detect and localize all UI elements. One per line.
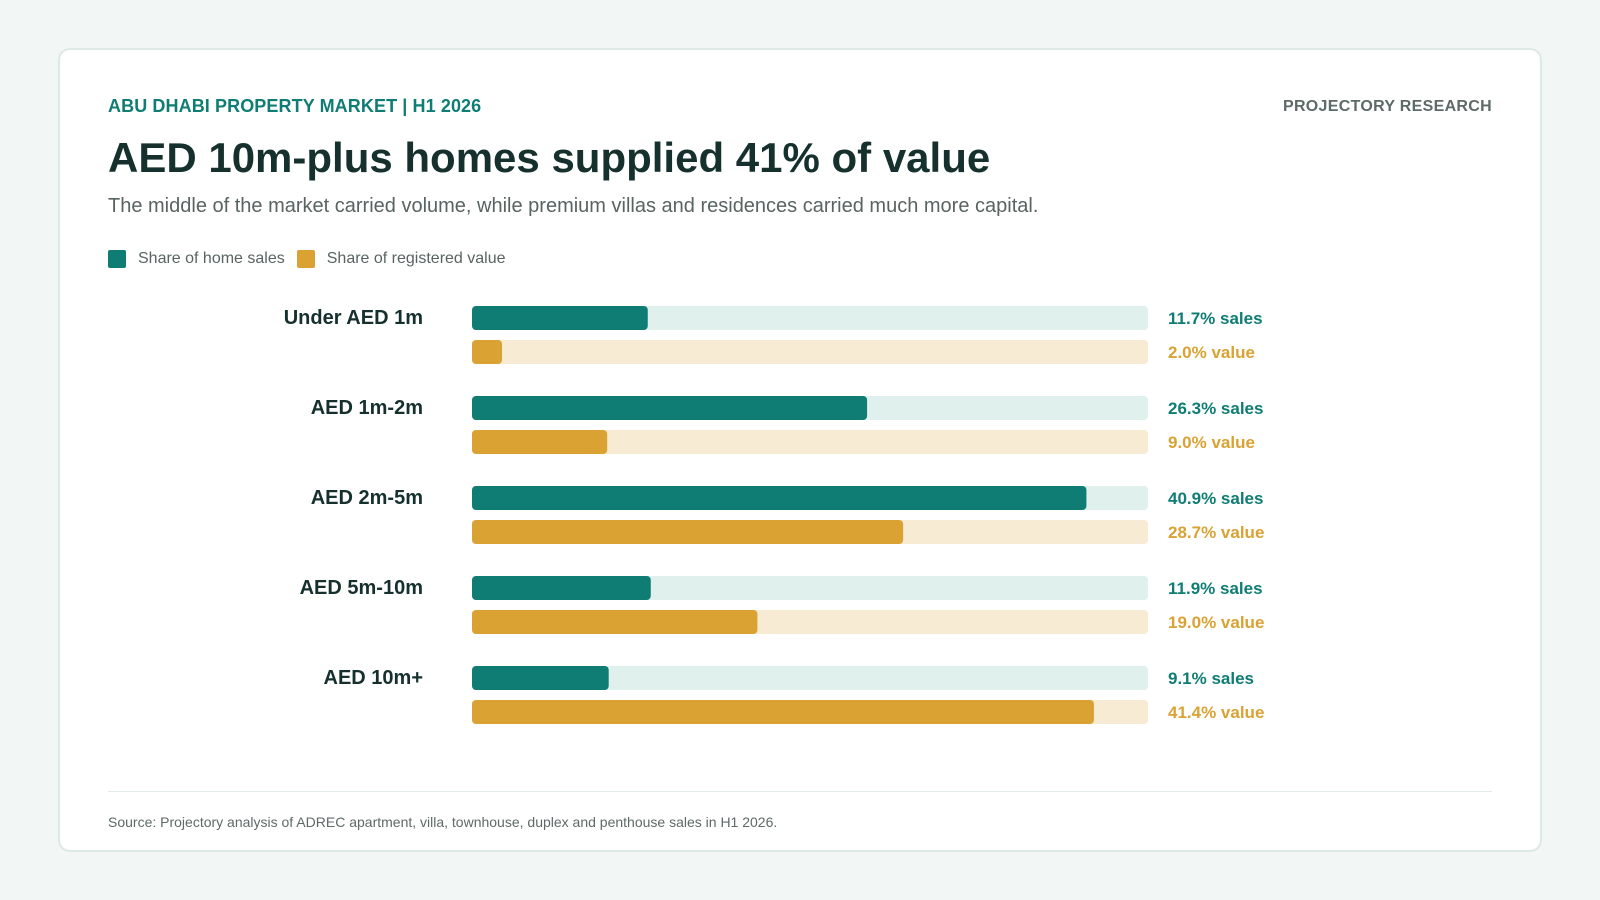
legend-swatch-sales xyxy=(108,250,126,268)
chart-card: ABU DHABI PROPERTY MARKET | H1 2026 PROJ… xyxy=(58,48,1542,852)
data-label-value-aed-2m-5m: 28.7% value xyxy=(1168,523,1264,542)
legend-item-value: Share of registered value xyxy=(296,250,506,268)
bar-value-aed-1m-2m xyxy=(472,430,608,454)
category-label-aed-1m-2m: AED 1m-2m xyxy=(311,397,423,419)
data-label-sales-aed-1m-2m: 26.3% sales xyxy=(1168,399,1263,418)
footer-divider xyxy=(108,791,1492,792)
category-label-aed-5m-10m: AED 5m-10m xyxy=(300,577,423,599)
data-label-value-under-aed-1m: 2.0% value xyxy=(1168,343,1255,362)
brand-label: PROJECTORY RESEARCH xyxy=(1282,98,1492,115)
bar-value-under-aed-1m xyxy=(472,340,503,364)
category-label-aed-2m-5m: AED 2m-5m xyxy=(311,487,423,509)
data-label-sales-aed-5m-10m: 11.9% sales xyxy=(1168,579,1263,598)
bar-value-aed-2m-5m xyxy=(472,520,904,544)
legend-swatch-value xyxy=(296,250,315,268)
legend-label-sales: Share of home sales xyxy=(138,250,285,267)
bar-sales-aed-5m-10m xyxy=(472,576,651,600)
bar-sales-aed-10m xyxy=(472,666,609,690)
kicker-label: ABU DHABI PROPERTY MARKET | H1 2026 xyxy=(108,96,482,116)
data-label-sales-aed-10m: 9.1% sales xyxy=(1168,669,1254,688)
bar-track-value-aed-1m-2m xyxy=(472,430,1148,454)
source-note: Source: Projectory analysis of ADREC apa… xyxy=(108,814,778,830)
category-label-aed-10m: AED 10m+ xyxy=(324,667,424,689)
data-label-value-aed-1m-2m: 9.0% value xyxy=(1168,433,1255,452)
data-label-sales-aed-2m-5m: 40.9% sales xyxy=(1168,489,1263,508)
data-label-value-aed-5m-10m: 19.0% value xyxy=(1168,613,1264,632)
data-label-sales-under-aed-1m: 11.7% sales xyxy=(1168,309,1263,328)
legend-label-value: Share of registered value xyxy=(326,250,506,267)
category-label-under-aed-1m: Under AED 1m xyxy=(284,307,423,329)
bar-chart: Under AED 1m 11.7% sales 2.0% value AED 1m-… xyxy=(284,306,1264,724)
bar-value-aed-10m xyxy=(472,700,1094,724)
bar-track-value-under-aed-1m xyxy=(472,340,1148,364)
bar-sales-aed-1m-2m xyxy=(472,396,868,420)
page-subtitle: The middle of the market carried volume,… xyxy=(108,195,1039,217)
bar-sales-aed-2m-5m xyxy=(472,486,1087,510)
data-label-value-aed-10m: 41.4% value xyxy=(1168,703,1264,722)
bar-track-sales-aed-10m xyxy=(472,666,1148,690)
bar-value-aed-5m-10m xyxy=(472,610,758,634)
legend-item-sales: Share of home sales xyxy=(108,250,285,268)
chart-legend: Share of home sales Share of registered … xyxy=(108,250,518,268)
bar-sales-under-aed-1m xyxy=(472,306,648,330)
page-title: AED 10m-plus homes supplied 41% of value xyxy=(108,134,991,181)
